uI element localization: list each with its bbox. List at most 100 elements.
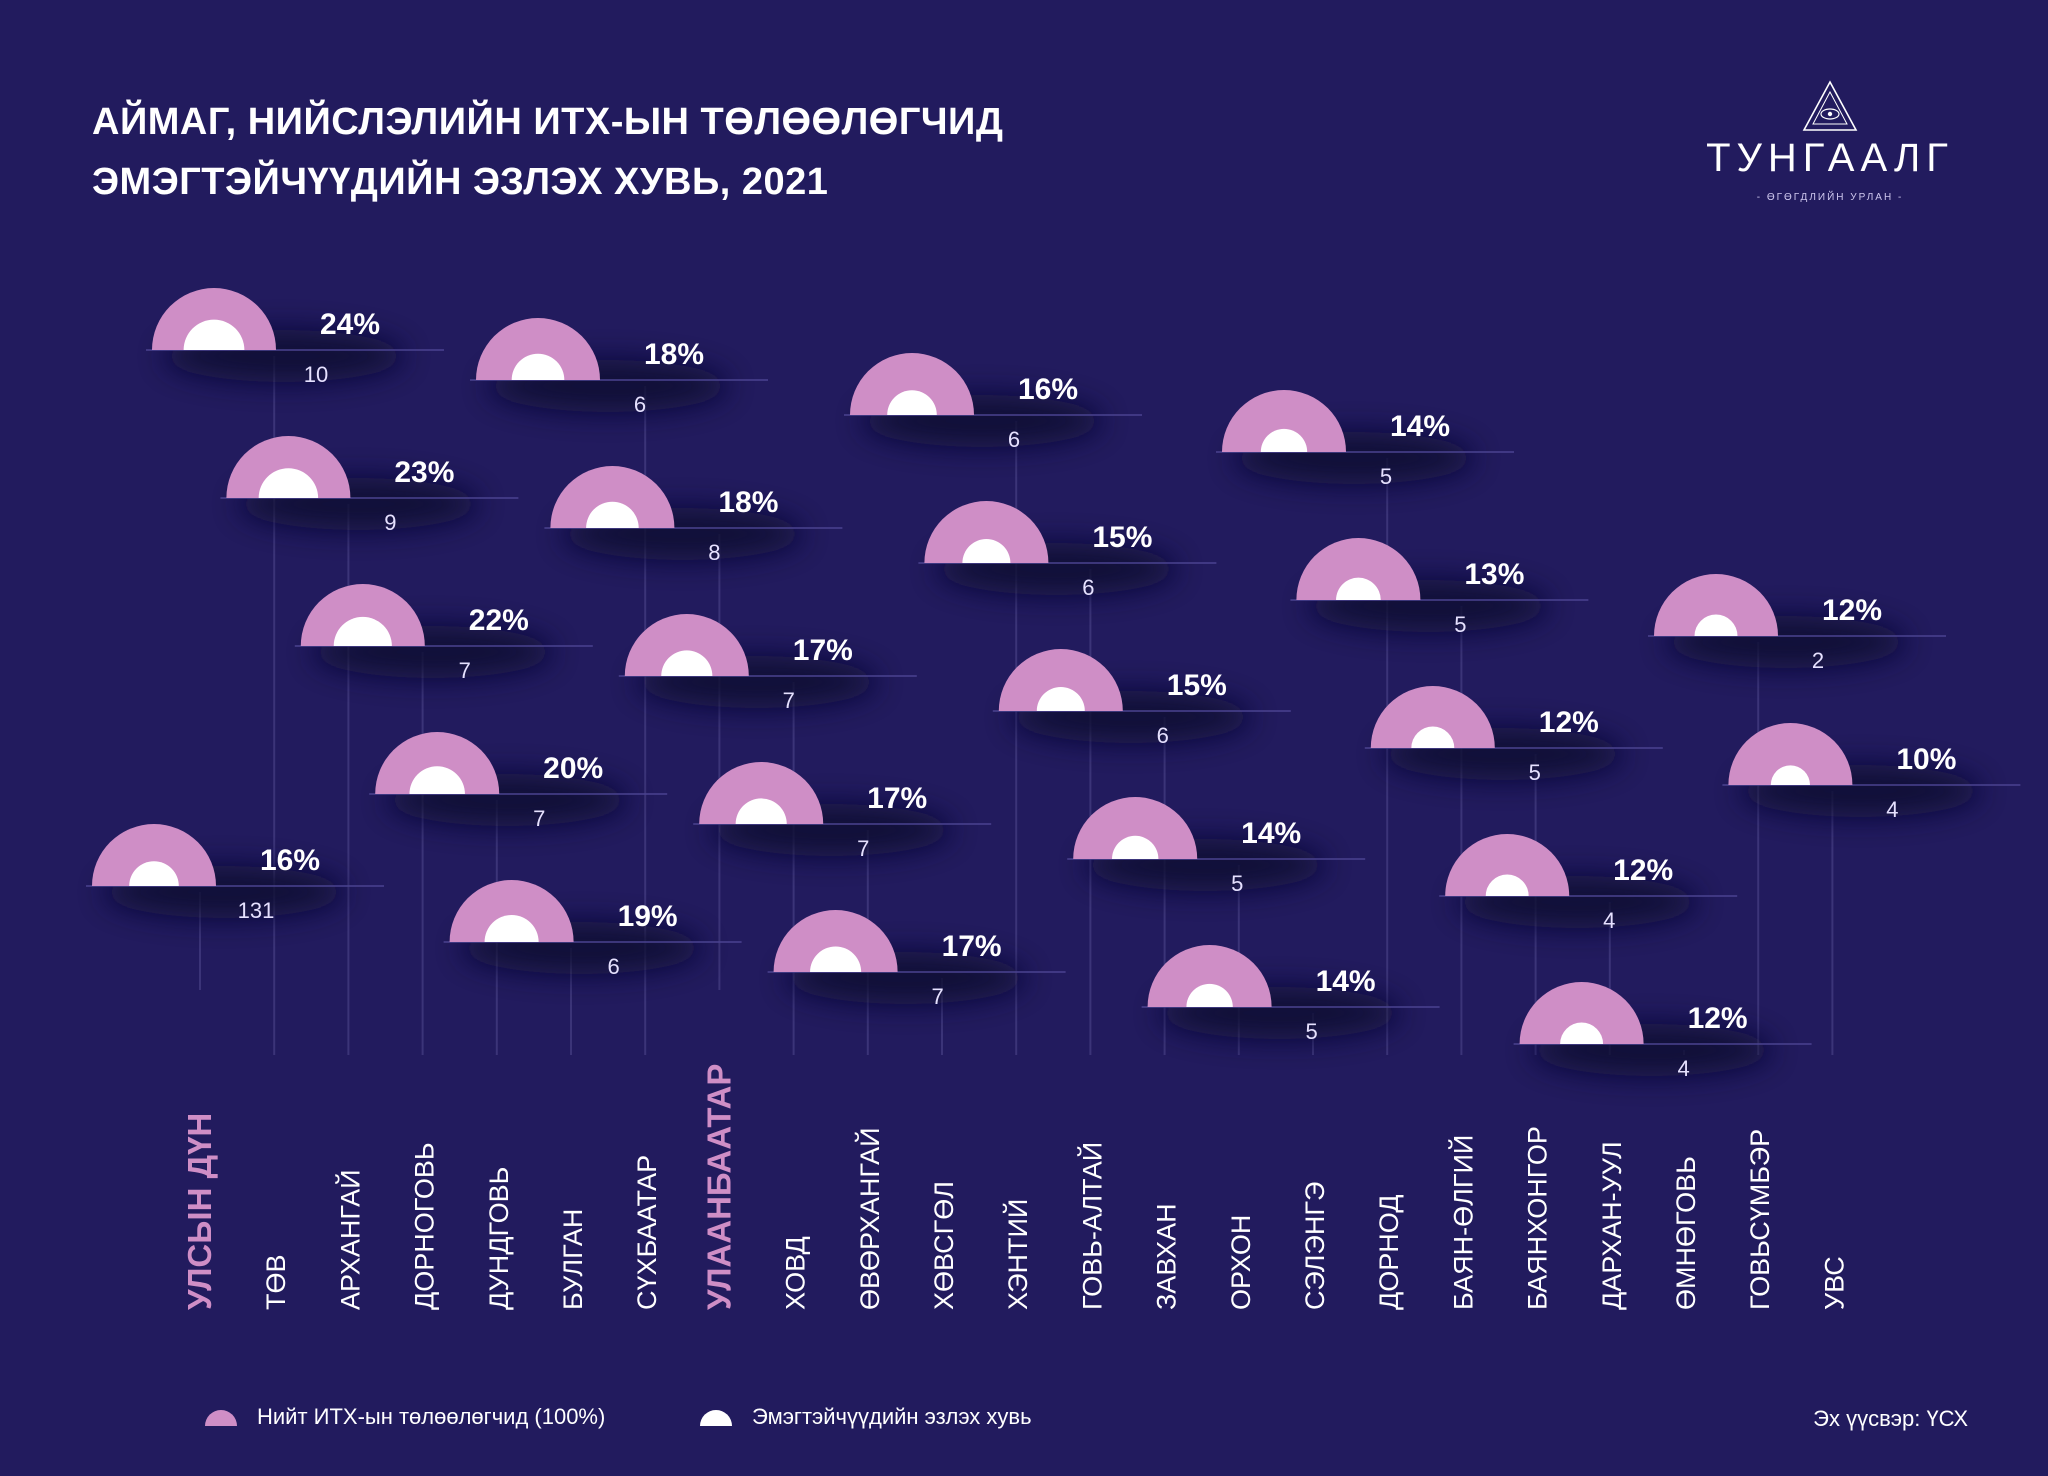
total-semicircle-8 (624, 614, 749, 676)
women-semicircle-21 (1694, 614, 1738, 636)
category-label-16: ДОРНОД (1374, 1195, 1404, 1311)
item-20: 12% 4 (1513, 981, 1812, 1081)
item-9: 17% 7 (693, 762, 992, 861)
item-6: 18% 6 (470, 318, 768, 417)
category-label-19: ДАРХАН-УУЛ (1597, 1141, 1627, 1310)
percent-label-10: 17% (942, 930, 1002, 963)
total-semicircle-2 (226, 436, 351, 498)
total-semicircle-18 (1370, 686, 1495, 748)
category-label-3: ДОРНОГОВЬ (410, 1142, 440, 1310)
total-semicircle-16 (1222, 390, 1346, 452)
item-15: 14% 5 (1141, 945, 1440, 1044)
total-semicircle-5 (449, 880, 574, 942)
category-label-7: УЛААНБААТАР (700, 1064, 737, 1310)
percent-label-17: 13% (1464, 558, 1524, 591)
category-label-0: УЛСЫН ДҮН (181, 1113, 218, 1310)
women-semicircle-10 (810, 946, 862, 972)
brand-logo: ТУНГААЛГ - ӨГӨГДЛИЙН УРЛАН - (1700, 80, 1960, 210)
legend-total-label: Нийт ИТХ-ын төлөөлөгчид (100%) (257, 1404, 606, 1429)
percent-label-21: 12% (1822, 594, 1882, 627)
percent-label-18: 12% (1539, 706, 1599, 739)
category-label-6: СҮХБААТАР (632, 1155, 662, 1310)
category-label-21: ГОВЬСҮМБЭР (1745, 1129, 1775, 1310)
count-label-20: 4 (1677, 1056, 1689, 1081)
women-semicircle-17 (1336, 577, 1381, 600)
legend-women-label: Эмэгтэйчүүдийн эзлэх хувь (752, 1404, 1032, 1429)
percent-label-19: 12% (1613, 854, 1673, 887)
count-label-15: 5 (1305, 1019, 1317, 1044)
total-semicircle-10 (773, 909, 898, 972)
count-label-12: 6 (1082, 575, 1094, 600)
total-semicircle-12 (924, 500, 1049, 563)
item-16: 14% 5 (1216, 390, 1514, 489)
count-label-0: 131 (238, 898, 275, 923)
total-semicircle-14 (1073, 797, 1198, 859)
title-line-2: ЭМЭГТЭЙЧҮҮДИЙН ЭЗЛЭХ ХУВЬ, 2021 (92, 161, 829, 203)
count-label-18: 5 (1529, 760, 1541, 785)
women-semicircle-14 (1112, 835, 1159, 859)
source-note: Эх үүсвэр: ҮСХ (1813, 1406, 1968, 1431)
category-label-18: БАЯНХОНГОР (1523, 1126, 1553, 1310)
percent-label-2: 23% (394, 456, 454, 489)
percent-label-15: 14% (1316, 965, 1376, 998)
legend-women: Эмэгтэйчүүдийн эзлэх хувь (698, 1404, 1032, 1430)
count-label-16: 5 (1380, 464, 1392, 489)
women-semicircle-22 (1770, 765, 1811, 785)
women-semicircle-13 (1036, 686, 1085, 711)
count-label-17: 5 (1454, 612, 1466, 637)
women-semicircle-18 (1411, 726, 1455, 748)
percent-label-22: 10% (1896, 743, 1956, 776)
count-label-21: 2 (1812, 648, 1824, 673)
women-semicircle-15 (1186, 983, 1233, 1007)
count-label-4: 7 (533, 806, 545, 831)
category-label-4: ДУНДГОВЬ (484, 1167, 514, 1310)
title-line-1: АЙМАГ, НИЙСЛЭЛИЙН ИТХ-ЫН ТӨЛӨӨЛӨГЧИД (92, 101, 1004, 143)
percent-label-7: 18% (718, 486, 778, 519)
item-22: 10% 4 (1722, 723, 2021, 822)
category-label-1: ТӨВ (261, 1254, 291, 1310)
item-7: 18% 8 (544, 465, 843, 565)
count-label-2: 9 (384, 510, 396, 535)
women-semicircle-9 (735, 798, 787, 824)
women-semicircle-4 (409, 766, 465, 794)
women-semicircle-19 (1485, 874, 1529, 896)
count-label-8: 7 (783, 688, 795, 713)
percent-label-16: 14% (1390, 410, 1450, 443)
count-label-6: 6 (634, 392, 646, 417)
count-label-13: 6 (1157, 723, 1169, 748)
percent-label-9: 17% (867, 782, 927, 815)
item-14: 14% 5 (1067, 797, 1366, 896)
percent-label-13: 15% (1167, 669, 1227, 702)
logo-tagline: - ӨГӨГДЛИЙН УРЛАН - (1756, 192, 1904, 203)
total-semicircle-21 (1654, 574, 1778, 636)
count-label-9: 7 (857, 836, 869, 861)
percent-label-14: 14% (1241, 817, 1301, 850)
pink-semicircle-icon (205, 1410, 237, 1426)
item-1: 24% 10 (146, 288, 444, 387)
percent-label-3: 22% (469, 604, 529, 637)
percent-label-1: 24% (320, 308, 380, 341)
percent-label-11: 16% (1018, 373, 1078, 406)
chart-title: АЙМАГ, НИЙСЛЭЛИЙН ИТХ-ЫН ТӨЛӨӨЛӨГЧИД ЭМЭ… (92, 92, 1003, 212)
item-3: 22% 7 (294, 584, 593, 683)
category-label-14: ОРХОН (1226, 1215, 1256, 1310)
category-label-5: БУЛГАН (558, 1209, 588, 1310)
item-12: 15% 6 (918, 500, 1217, 600)
total-semicircle-17 (1296, 537, 1421, 600)
total-semicircle-20 (1519, 981, 1644, 1044)
category-label-2: АРХАНГАЙ (334, 1169, 365, 1310)
women-semicircle-20 (1560, 1022, 1604, 1044)
total-semicircle-13 (998, 648, 1123, 711)
count-label-11: 6 (1008, 427, 1020, 452)
count-label-3: 7 (459, 658, 471, 683)
total-semicircle-22 (1728, 723, 1853, 785)
legend-total: Нийт ИТХ-ын төлөөлөгчид (100%) (203, 1404, 605, 1430)
percent-label-8: 17% (793, 634, 853, 667)
percent-label-5: 19% (618, 900, 678, 933)
total-semicircle-0 (92, 824, 216, 886)
percent-label-6: 18% (644, 338, 704, 371)
category-label-11: ХЭНТИЙ (1002, 1199, 1033, 1310)
category-label-10: ХӨВСГӨЛ (929, 1181, 959, 1310)
item-4: 20% 7 (369, 731, 668, 831)
